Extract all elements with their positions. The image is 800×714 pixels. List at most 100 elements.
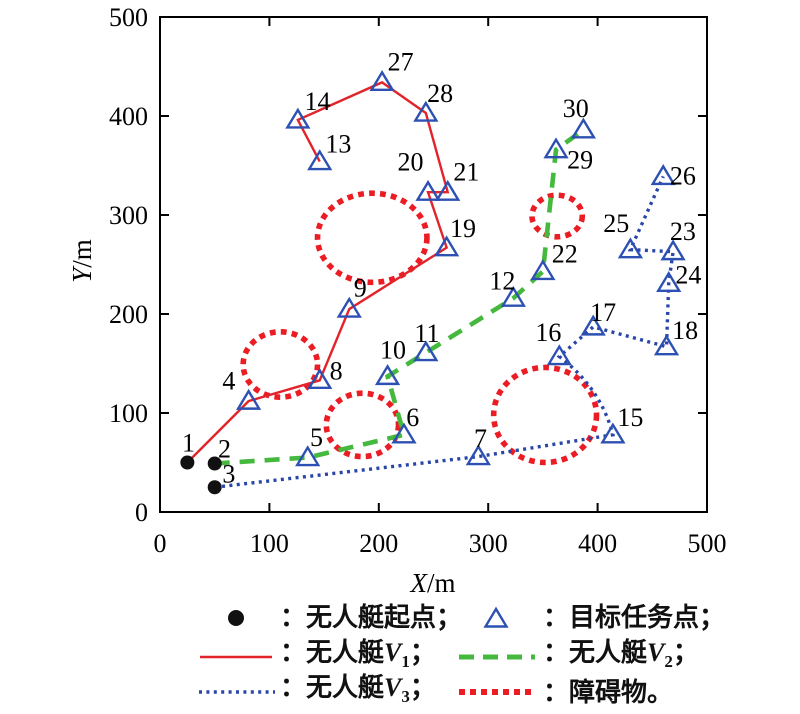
start-point-marker [207,480,222,495]
target-point-marker [546,344,572,366]
legend-row-2: ：无人艇V1； ：无人艇V2； [0,635,800,671]
point-number-label: 16 [535,318,561,347]
target-point-marker [656,270,682,293]
target-point-marker [580,314,606,336]
point-number-label: 12 [489,266,515,295]
target-point-marker [369,70,395,92]
x-tick-label: 400 [578,529,617,558]
point-number-label: 23 [670,217,696,246]
point-number-label: 14 [305,87,331,116]
y-tick-label: 100 [109,399,148,428]
point-number-label: 24 [675,260,701,289]
target-point-marker [295,445,321,467]
point-number-label: 2 [218,435,231,464]
target-point-marker [660,239,686,261]
route-v1 [186,80,450,464]
legend-target-label: ：目标任务点； [543,603,726,632]
target-point-marker [434,235,460,257]
point-number-label: 15 [617,403,643,432]
target-point-marker [374,364,401,386]
x-axis-title: X/m [409,568,455,598]
obstacle-circle [490,364,600,466]
point-number-label: 10 [380,336,406,365]
target-point-marker [391,422,417,444]
obstacle-circle [240,329,321,400]
point-number-label: 17 [590,298,616,327]
v3-dotted-line-icon [199,690,275,694]
x-tick-label: 500 [688,529,727,558]
plot-border [159,16,708,513]
legend-row-1: ：无人艇起点； ：目标任务点； [0,600,800,635]
v1-solid-line-icon [200,655,272,659]
target-point-marker [530,259,556,281]
y-tick-label: 0 [135,498,148,527]
target-point-marker [413,340,439,362]
target-point-marker [435,179,461,201]
point-number-label: 19 [450,214,476,243]
point-number-label: 3 [222,459,235,488]
target-point-marker [415,179,441,201]
point-number-label: 20 [398,148,424,177]
target-point-marker [653,334,680,356]
obstacle-circle [323,390,402,460]
legend-row-3: ：无人艇V3； ：障碍物。 [0,670,800,707]
route-v2 [214,127,585,466]
x-tick-label: 0 [154,529,167,558]
v2-dashed-line-icon [458,654,535,660]
obstacle-circle [529,192,586,240]
target-point-marker [336,296,362,318]
point-number-label: 30 [563,94,589,123]
point-number-label: 21 [453,157,479,186]
legend-start-label: ：无人艇起点； [280,603,463,632]
start-point-marker [180,455,195,470]
point-number-label: 29 [567,146,593,175]
target-point-marker [650,164,676,186]
start-point-icon [228,609,244,626]
point-number-label: 28 [427,79,453,108]
point-number-label: 4 [222,366,235,395]
target-point-marker [307,149,333,171]
target-point-icon [482,606,509,628]
point-number-label: 7 [474,424,487,453]
route-v3 [214,175,676,489]
point-number-label: 5 [310,423,323,452]
target-point-marker [500,285,526,307]
y-tick-label: 400 [109,102,148,131]
target-point-marker [617,237,644,259]
legend-v1-label: ：无人艇V1； [280,638,436,672]
point-number-label: 11 [414,319,439,348]
target-point-marker [543,137,569,159]
obstacle-line-icon [458,689,535,696]
legend-obstacle-label: ：障碍物。 [543,677,674,707]
point-number-label: 22 [552,240,578,269]
target-point-marker [600,422,626,444]
point-number-label: 26 [670,161,696,190]
target-point-marker [465,444,491,466]
point-number-label: 25 [603,209,629,238]
obstacle-circle [314,190,430,286]
x-tick-label: 100 [250,529,289,558]
target-point-marker [570,117,596,139]
start-point-marker [207,456,222,471]
x-tick-label: 300 [469,529,508,558]
target-point-marker [307,367,333,390]
legend-v2-label: ：无人艇V2； [543,638,699,672]
target-point-marker [235,388,262,410]
point-number-label: 9 [354,273,367,302]
legend: ：无人艇起点； ：目标任务点； ：无人艇V1； ：无人艇V2； ：无人艇V3； [0,600,800,707]
target-point-marker [285,107,311,129]
point-number-label: 27 [388,48,414,77]
point-number-label: 8 [330,356,343,385]
y-tick-label: 300 [109,201,148,230]
target-point-marker [413,100,439,122]
point-number-label: 1 [182,429,195,458]
legend-v3-label: ：无人艇V3； [280,673,436,707]
y-tick-label: 500 [109,3,148,32]
y-axis-title: Y/m [67,239,97,283]
point-number-label: 6 [406,403,419,432]
x-tick-label: 200 [359,529,398,558]
point-number-label: 18 [672,316,698,345]
point-number-label: 13 [325,130,351,159]
y-tick-label: 200 [109,300,148,329]
